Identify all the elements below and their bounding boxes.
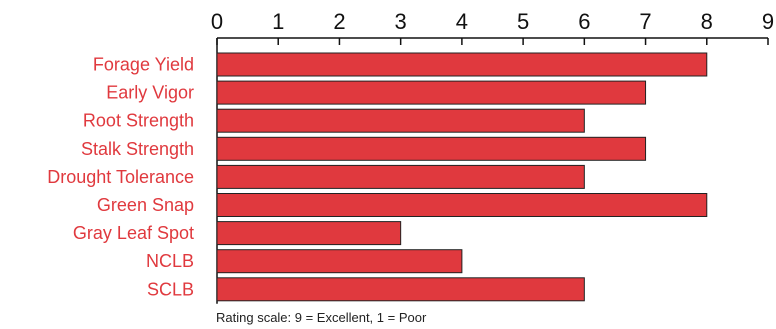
x-tick-label: 8: [701, 9, 713, 34]
x-tick-label: 0: [211, 9, 223, 34]
x-tick-label: 7: [639, 9, 651, 34]
x-tick-label: 2: [333, 9, 345, 34]
bar-stalk-strength: [216, 136, 647, 161]
x-tick-label: 4: [456, 9, 468, 34]
bar-early-vigor: [216, 80, 647, 105]
category-label: Forage Yield: [93, 55, 194, 75]
x-tick-label: 1: [272, 9, 284, 34]
x-tick-label: 9: [762, 9, 774, 34]
category-label: SCLB: [147, 279, 194, 299]
x-tick-label: 5: [517, 9, 529, 34]
category-label: Drought Tolerance: [47, 167, 194, 187]
category-label: Green Snap: [97, 195, 194, 215]
category-label: Stalk Strength: [81, 139, 194, 159]
category-labels: Forage Yield Early Vigor Root Strength Stal…: [47, 55, 194, 300]
category-label: Root Strength: [83, 111, 194, 131]
bar-root-strength: [216, 108, 585, 133]
x-tick-label: 6: [578, 9, 590, 34]
bar-drought-tolerance: [216, 164, 585, 189]
x-axis: 0 1 2 3 4 5 6 7 8 9: [211, 9, 774, 304]
bars: [216, 52, 708, 302]
category-label: NCLB: [146, 251, 194, 271]
category-label: Gray Leaf Spot: [73, 223, 194, 243]
bar-sclb: [216, 277, 585, 302]
category-label: Early Vigor: [106, 83, 194, 103]
bar-green-snap: [216, 193, 708, 217]
x-tick-label: 3: [395, 9, 407, 34]
bar-nclb: [216, 249, 463, 274]
bar-forage-yield: [216, 52, 708, 77]
rating-scale-note: Rating scale: 9 = Excellent, 1 = Poor: [216, 310, 427, 325]
bar-gray-leaf-spot: [216, 221, 402, 246]
